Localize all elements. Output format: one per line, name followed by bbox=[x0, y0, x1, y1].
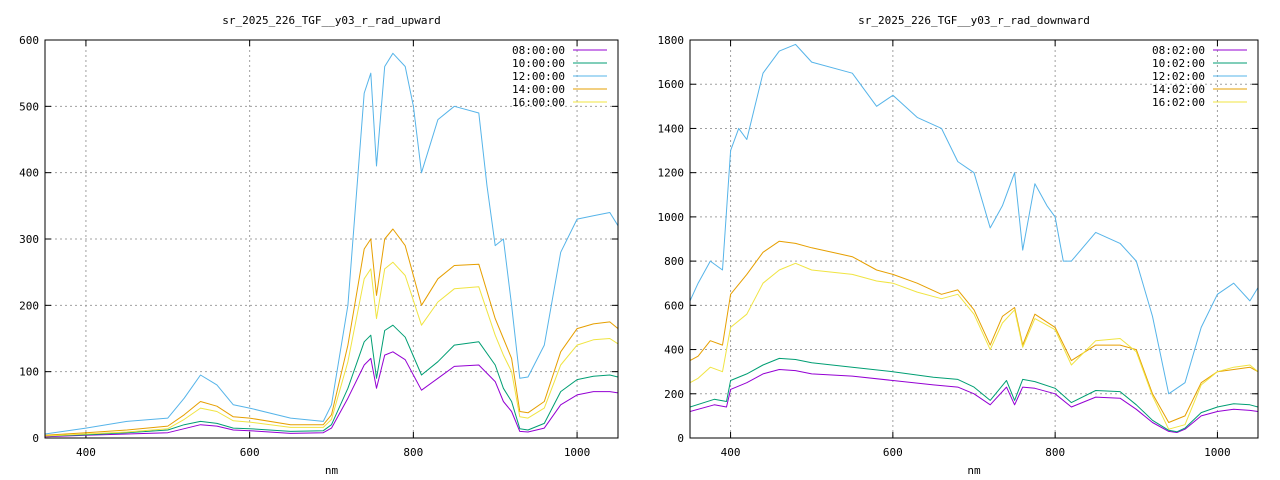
y-tick-label: 400 bbox=[19, 167, 39, 180]
series-line-08-02-00 bbox=[690, 369, 1258, 433]
y-tick-label: 800 bbox=[664, 255, 684, 268]
x-tick-label: 800 bbox=[403, 446, 423, 459]
y-tick-label: 1600 bbox=[658, 78, 685, 91]
series-line-16-00-00 bbox=[45, 261, 618, 437]
series-line-08-00-00 bbox=[45, 351, 618, 438]
y-tick-label: 0 bbox=[32, 432, 39, 445]
y-tick-label: 600 bbox=[19, 34, 39, 47]
legend-label: 16:02:00 bbox=[1152, 96, 1205, 109]
y-tick-label: 200 bbox=[664, 388, 684, 401]
y-tick-label: 1400 bbox=[658, 122, 685, 135]
x-tick-label: 600 bbox=[883, 446, 903, 459]
y-tick-label: 100 bbox=[19, 366, 39, 379]
y-tick-label: 500 bbox=[19, 100, 39, 113]
series-line-16-02-00 bbox=[690, 262, 1258, 430]
x-tick-label: 400 bbox=[76, 446, 96, 459]
series-line-10-00-00 bbox=[45, 324, 618, 437]
y-tick-label: 0 bbox=[677, 432, 684, 445]
y-tick-label: 1200 bbox=[658, 167, 685, 180]
y-tick-label: 200 bbox=[19, 299, 39, 312]
y-tick-label: 1800 bbox=[658, 34, 685, 47]
series-line-12-00-00 bbox=[45, 52, 618, 435]
legend-label: 10:02:00 bbox=[1152, 57, 1205, 70]
legend-label: 12:00:00 bbox=[512, 70, 565, 83]
x-tick-label: 400 bbox=[721, 446, 741, 459]
y-tick-label: 600 bbox=[664, 299, 684, 312]
legend-label: 10:00:00 bbox=[512, 57, 565, 70]
x-tick-label: 1000 bbox=[1204, 446, 1231, 459]
downward-chart-panel: sr_2025_226_TGF__y03_r_rad_downward 400 60… bbox=[658, 14, 1259, 477]
series-group bbox=[45, 52, 618, 438]
legend-label: 14:02:00 bbox=[1152, 83, 1205, 96]
legend-label: 14:00:00 bbox=[512, 83, 565, 96]
legend-label: 08:02:00 bbox=[1152, 44, 1205, 57]
x-axis-label: nm bbox=[325, 464, 339, 477]
legend-label: 16:00:00 bbox=[512, 96, 565, 109]
upward-chart-panel: sr_2025_226_TGF__y03_r_rad_upward 400 600 8… bbox=[19, 14, 619, 477]
plot-frame bbox=[44, 39, 619, 439]
series-line-14-00-00 bbox=[45, 228, 618, 436]
x-axis-label: nm bbox=[967, 464, 981, 477]
series-line-14-02-00 bbox=[690, 240, 1258, 423]
y-tick-label: 300 bbox=[19, 233, 39, 246]
series-line-10-02-00 bbox=[690, 357, 1258, 433]
y-tick-label: 400 bbox=[664, 344, 684, 357]
chart-title: sr_2025_226_TGF__y03_r_rad_downward bbox=[858, 14, 1090, 27]
x-tick-label: 600 bbox=[240, 446, 260, 459]
chart-title: sr_2025_226_TGF__y03_r_rad_upward bbox=[222, 14, 441, 27]
x-tick-label: 1000 bbox=[564, 446, 591, 459]
legend-label: 12:02:00 bbox=[1152, 70, 1205, 83]
series-line-12-02-00 bbox=[690, 43, 1258, 395]
series-group bbox=[690, 43, 1258, 433]
x-tick-label: 800 bbox=[1045, 446, 1065, 459]
plot-frame bbox=[689, 39, 1259, 439]
legend-label: 08:00:00 bbox=[512, 44, 565, 57]
y-tick-label: 1000 bbox=[658, 211, 685, 224]
